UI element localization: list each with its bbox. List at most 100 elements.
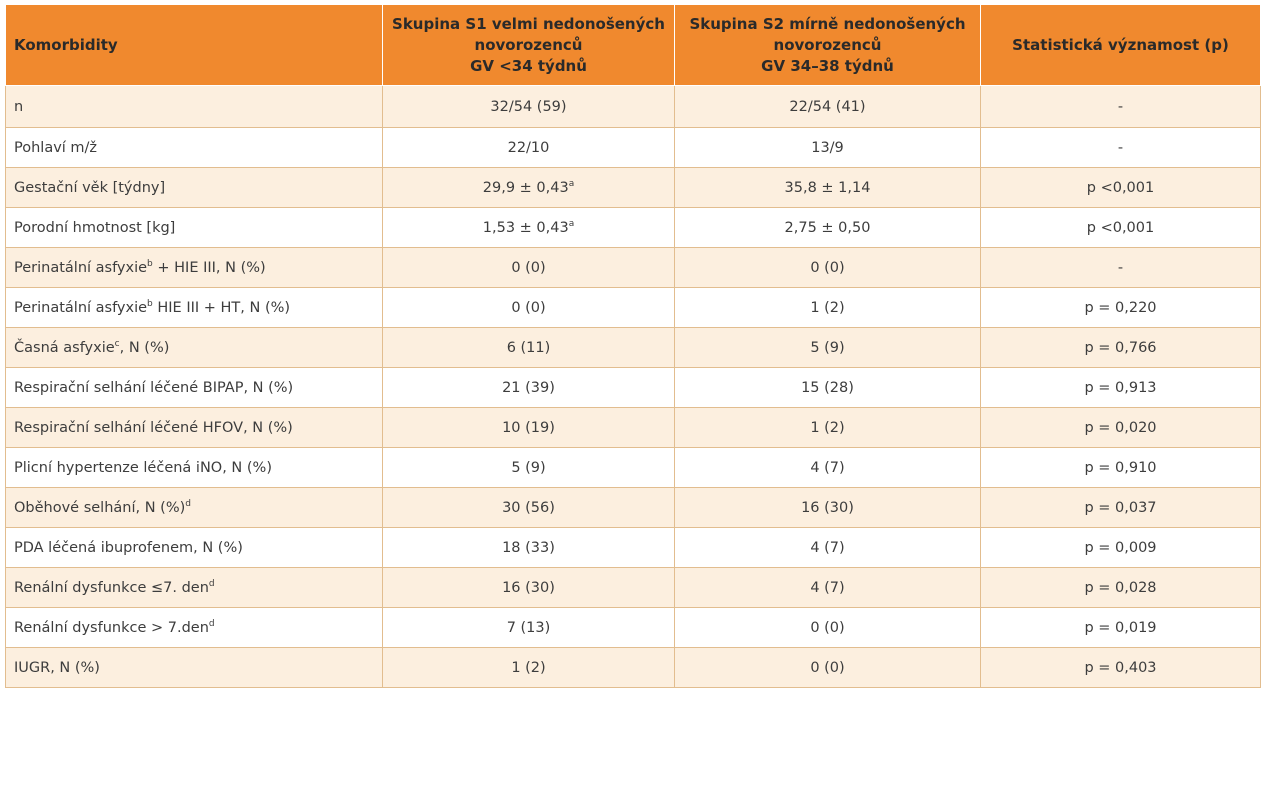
cell-s1-value: 0 (0) — [511, 259, 546, 276]
p-value: p = 0,009 — [1084, 539, 1157, 556]
cell-s2: 2,75 ± 0,50 — [674, 207, 981, 248]
row-label-cell: Perinatální asfyxieb + HIE III, N (%) — [5, 247, 383, 288]
header-line: Statistická významost (p) — [1012, 35, 1229, 54]
cell-s2: 16 (30) — [674, 487, 981, 528]
cell-s1: 0 (0) — [382, 247, 675, 288]
cell-s1: 16 (30) — [382, 567, 675, 608]
p-value: p = 0,403 — [1084, 659, 1157, 676]
cell-s1: 1,53 ± 0,43a — [382, 207, 675, 248]
table-row: IUGR, N (%) 1 (2) 0 (0) p = 0,403 — [5, 647, 1261, 688]
header-line: Komorbidity — [14, 35, 118, 54]
cell-p-value: p <0,001 — [980, 207, 1261, 248]
row-label-cell: Renální dysfunkce > 7.dend — [5, 607, 383, 648]
table-row: Perinatální asfyxieb + HIE III, N (%) 0 (… — [5, 247, 1261, 288]
p-value: p <0,001 — [1086, 179, 1155, 196]
cell-s2-value: 4 (7) — [810, 459, 845, 476]
cell-p-value: - — [980, 247, 1261, 288]
row-label: Respirační selhání léčené BIPAP, N (%) — [14, 379, 294, 396]
table-row: Renální dysfunkce ≤7. dend 16 (30) 4 (7) p … — [5, 567, 1261, 608]
row-label: IUGR, N (%) — [14, 659, 100, 676]
p-value: p = 0,220 — [1084, 299, 1157, 316]
row-label: Časná asfyxie — [14, 339, 115, 356]
cell-s1-value: 22/10 — [507, 139, 550, 156]
row-label: n — [14, 98, 24, 115]
row-label-cell: Respirační selhání léčené HFOV, N (%) — [5, 407, 383, 448]
row-label: PDA léčená ibuprofenem, N (%) — [14, 539, 243, 556]
cell-s1: 18 (33) — [382, 527, 675, 568]
header-group-s1: Skupina S1 velmi nedonošených novorozenc… — [382, 4, 675, 86]
header-line: Skupina S1 velmi nedonošených — [392, 14, 665, 33]
row-label-cell: IUGR, N (%) — [5, 647, 383, 688]
cell-p-value: - — [980, 127, 1261, 168]
row-label-cell: n — [5, 85, 383, 128]
cell-p-value: p = 0,910 — [980, 447, 1261, 488]
footnote-marker: d — [208, 618, 215, 629]
cell-s1-value: 5 (9) — [511, 459, 546, 476]
cell-s2-value: 4 (7) — [810, 579, 845, 596]
table-row: Časná asfyxiec, N (%) 6 (11) 5 (9) p = 0,76… — [5, 327, 1261, 368]
cell-s1-value: 0 (0) — [511, 299, 546, 316]
p-value: p = 0,020 — [1084, 419, 1157, 436]
cell-p-value: p = 0,028 — [980, 567, 1261, 608]
p-value: p = 0,019 — [1084, 619, 1157, 636]
cell-s1-value: 30 (56) — [502, 499, 555, 516]
row-label-tail: + HIE III, N (%) — [152, 259, 266, 276]
row-label-cell: Plicní hypertenze léčená iNO, N (%) — [5, 447, 383, 488]
row-label-cell: Perinatální asfyxieb HIE III + HT, N (%) — [5, 287, 383, 328]
p-value: - — [1117, 139, 1124, 156]
cell-s2: 1 (2) — [674, 287, 981, 328]
table-row: Pohlaví m/ž 22/10 13/9 - — [5, 127, 1261, 168]
cell-s2-value: 13/9 — [811, 139, 844, 156]
table-row: Gestační věk [týdny] 29,9 ± 0,43a 35,8 ± 1… — [5, 167, 1261, 208]
cell-s1: 7 (13) — [382, 607, 675, 648]
footnote-marker: b — [147, 298, 153, 309]
cell-s2-value: 4 (7) — [810, 539, 845, 556]
p-value: p = 0,913 — [1084, 379, 1157, 396]
cell-s1: 5 (9) — [382, 447, 675, 488]
cell-s2-value: 22/54 (41) — [789, 98, 866, 115]
row-label: Perinatální asfyxie — [14, 259, 148, 276]
row-label-cell: Porodní hmotnost [kg] — [5, 207, 383, 248]
cell-s1-value: 29,9 ± 0,43 — [482, 179, 569, 196]
cell-p-value: p = 0,037 — [980, 487, 1261, 528]
p-value: p = 0,037 — [1084, 499, 1157, 516]
comorbidity-table-container: Komorbidity Skupina S1 velmi nedonošenýc… — [5, 4, 1261, 688]
row-label-cell: Renální dysfunkce ≤7. dend — [5, 567, 383, 608]
row-label-cell: Pohlaví m/ž — [5, 127, 383, 168]
table-row: Renální dysfunkce > 7.dend 7 (13) 0 (0) p =… — [5, 607, 1261, 648]
cell-p-value: p <0,001 — [980, 167, 1261, 208]
p-value: p <0,001 — [1086, 219, 1155, 236]
header-komorbidity: Komorbidity — [5, 4, 383, 86]
cell-s2-value: 15 (28) — [801, 379, 854, 396]
cell-s1-value: 7 (13) — [506, 619, 551, 636]
p-value: p = 0,766 — [1084, 339, 1157, 356]
cell-p-value: p = 0,913 — [980, 367, 1261, 408]
cell-s1-value: 16 (30) — [502, 579, 555, 596]
p-value: - — [1117, 98, 1124, 115]
table-row: PDA léčená ibuprofenem, N (%) 18 (33) 4 (7… — [5, 527, 1261, 568]
cell-s2-value: 0 (0) — [810, 659, 845, 676]
p-value: p = 0,910 — [1084, 459, 1157, 476]
cell-p-value: p = 0,019 — [980, 607, 1261, 648]
cell-s1: 21 (39) — [382, 367, 675, 408]
header-line: novorozenců — [773, 35, 882, 54]
row-label: Gestační věk [týdny] — [14, 179, 166, 196]
table-row: Perinatální asfyxieb HIE III + HT, N (%)… — [5, 287, 1261, 328]
header-row: Komorbidity Skupina S1 velmi nedonošenýc… — [5, 4, 1261, 86]
table-row: Porodní hmotnost [kg] 1,53 ± 0,43a 2,75 ± … — [5, 207, 1261, 248]
cell-s1: 30 (56) — [382, 487, 675, 528]
table-row: Respirační selhání léčené BIPAP, N (%) 21… — [5, 367, 1261, 408]
cell-s1: 32/54 (59) — [382, 85, 675, 128]
row-label-tail: HIE III + HT, N (%) — [152, 299, 291, 316]
row-label: Plicní hypertenze léčená iNO, N (%) — [14, 459, 272, 476]
row-label-tail: , N (%) — [119, 339, 170, 356]
p-value: p = 0,028 — [1084, 579, 1157, 596]
row-label: Pohlaví m/ž — [14, 139, 98, 156]
cell-p-value: - — [980, 85, 1261, 128]
cell-s1-value: 1,53 ± 0,43 — [482, 219, 569, 236]
cell-p-value: p = 0,009 — [980, 527, 1261, 568]
cell-s2: 5 (9) — [674, 327, 981, 368]
cell-s1-value: 18 (33) — [502, 539, 555, 556]
cell-p-value: p = 0,220 — [980, 287, 1261, 328]
footnote-marker: a — [568, 178, 575, 189]
